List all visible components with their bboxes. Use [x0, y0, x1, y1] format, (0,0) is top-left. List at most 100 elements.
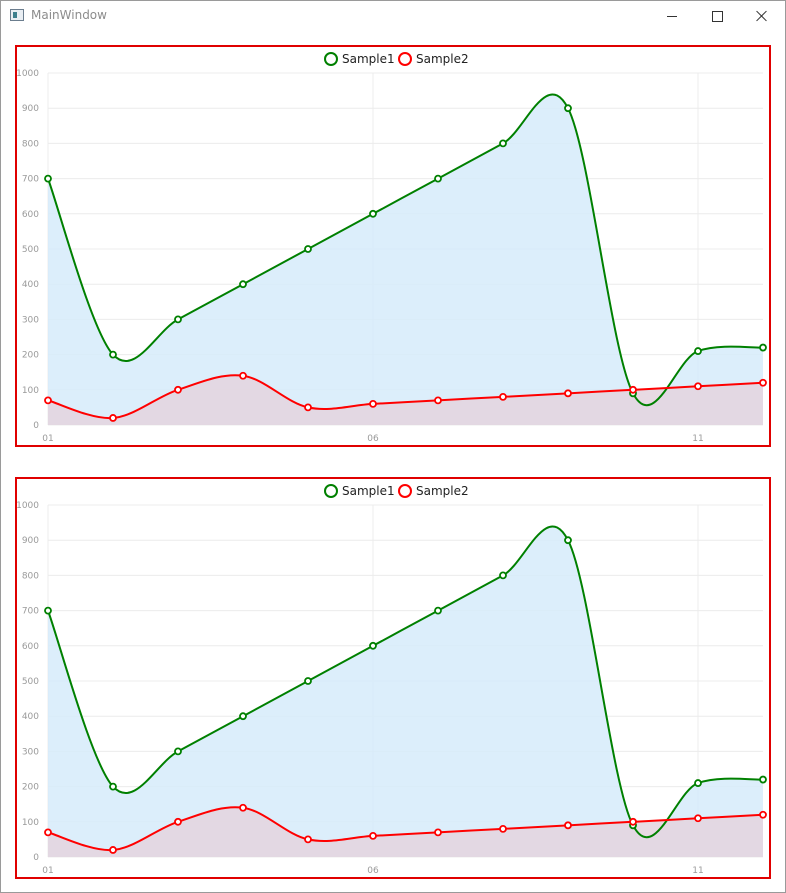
data-point-sample2 — [629, 817, 637, 826]
data-point-sample2 — [564, 821, 572, 830]
data-point-sample2 — [304, 403, 312, 412]
y-tick-label: 200 — [22, 351, 39, 361]
y-tick-label: 0 — [33, 421, 39, 431]
data-point-sample2 — [694, 382, 702, 391]
maximize-icon — [711, 10, 723, 22]
y-tick-label: 0 — [33, 853, 39, 863]
data-point-sample1 — [564, 104, 572, 113]
data-point-sample2 — [369, 831, 377, 840]
y-tick-label: 800 — [22, 571, 39, 581]
data-point-sample2 — [694, 814, 702, 823]
data-point-sample2 — [434, 396, 442, 405]
app-icon — [10, 9, 24, 21]
y-tick-label: 400 — [22, 280, 39, 290]
line-chart-bottom: 0 100 200 300 400 500 600 700 800 900 1000 01 06 11 Sa… — [17, 484, 767, 876]
data-point-sample1 — [174, 747, 182, 756]
data-point-sample1 — [759, 343, 767, 352]
y-tick-label: 400 — [22, 712, 39, 722]
data-point-sample2 — [759, 810, 767, 819]
legend-label-sample2: Sample2 — [416, 484, 469, 498]
minimize-button[interactable] — [649, 1, 695, 31]
data-point-sample2 — [44, 396, 52, 405]
x-tick-label: 01 — [42, 866, 53, 876]
data-point-sample1 — [239, 712, 247, 721]
data-point-sample1 — [174, 315, 182, 324]
data-point-sample2 — [629, 385, 637, 394]
line-chart-top: 0 100 200 300 400 500 600 700 800 900 1000 01 06 11 Sa… — [17, 52, 767, 444]
legend-marker-sample1 — [324, 484, 338, 498]
y-tick-label: 600 — [22, 642, 39, 652]
data-point-sample1 — [304, 245, 312, 253]
x-tick-label: 11 — [692, 434, 703, 444]
y-tick-label: 500 — [22, 677, 39, 687]
data-point-sample2 — [369, 399, 377, 408]
x-tick-label: 06 — [367, 866, 379, 876]
chart-panel-top: 0 100 200 300 400 500 600 700 800 900 1000 01 06 11 Sa… — [15, 45, 771, 447]
legend-marker-sample2 — [398, 484, 412, 498]
data-point-sample2 — [304, 835, 312, 844]
y-tick-label: 100 — [22, 818, 39, 828]
data-point-sample2 — [564, 389, 572, 398]
data-point-sample2 — [44, 828, 52, 837]
y-tick-label: 1000 — [17, 69, 39, 79]
data-point-sample1 — [434, 606, 442, 615]
data-point-sample1 — [369, 641, 377, 650]
data-point-sample1 — [304, 677, 312, 685]
y-tick-label: 500 — [22, 245, 39, 255]
series-area-sample2 — [48, 375, 763, 425]
legend-label-sample1: Sample1 — [342, 52, 395, 66]
legend: Sample1 Sample2 — [324, 52, 469, 66]
legend-marker-sample2 — [398, 52, 412, 66]
data-point-sample2 — [434, 828, 442, 837]
close-button[interactable] — [739, 1, 785, 31]
data-point-sample2 — [499, 392, 507, 401]
data-point-sample1 — [564, 536, 572, 545]
data-point-sample2 — [109, 846, 117, 854]
data-point-sample2 — [759, 378, 767, 387]
y-tick-label: 600 — [22, 210, 39, 220]
maximize-button[interactable] — [694, 1, 740, 31]
title-bar[interactable]: MainWindow — [1, 1, 785, 31]
y-tick-label: 1000 — [17, 501, 39, 511]
y-tick-label: 300 — [22, 315, 39, 325]
data-point-sample1 — [434, 174, 442, 183]
y-tick-label: 100 — [22, 386, 39, 396]
data-point-sample1 — [44, 606, 52, 615]
data-point-sample1 — [44, 174, 52, 183]
series-line-sample2 — [47, 374, 764, 419]
y-tick-label: 700 — [22, 607, 39, 617]
y-tick-label: 200 — [22, 783, 39, 793]
y-tick-label: 800 — [22, 139, 39, 149]
data-point-sample2 — [174, 817, 182, 826]
window-title: MainWindow — [31, 8, 107, 22]
y-tick-label: 300 — [22, 747, 39, 757]
series-area-sample2 — [48, 807, 763, 857]
y-tick-label: 900 — [22, 536, 39, 546]
data-point-sample1 — [499, 139, 507, 148]
data-point-sample1 — [694, 347, 702, 355]
data-point-sample1 — [369, 209, 377, 218]
series-line-sample2 — [47, 806, 764, 851]
close-icon — [756, 10, 768, 22]
data-point-sample2 — [499, 824, 507, 833]
legend-marker-sample1 — [324, 52, 338, 66]
data-point-sample2 — [239, 803, 247, 812]
data-point-sample1 — [759, 775, 767, 784]
data-point-sample1 — [694, 779, 702, 787]
legend: Sample1 Sample2 — [324, 484, 469, 498]
minimize-icon — [667, 15, 677, 17]
series-area-sample1 — [48, 526, 763, 857]
x-tick-label: 01 — [42, 434, 53, 444]
legend-label-sample1: Sample1 — [342, 484, 395, 498]
data-point-sample1 — [239, 280, 247, 289]
data-point-sample2 — [174, 385, 182, 394]
series-area-sample1 — [48, 94, 763, 425]
data-point-sample1 — [109, 782, 117, 791]
chart-panel-bottom: 0 100 200 300 400 500 600 700 800 900 1000 01 06 11 Sa… — [15, 477, 771, 879]
y-tick-label: 900 — [22, 104, 39, 114]
y-tick-label: 700 — [22, 175, 39, 185]
data-point-sample1 — [499, 571, 507, 580]
x-tick-label: 06 — [367, 434, 379, 444]
legend-label-sample2: Sample2 — [416, 52, 469, 66]
data-point-sample1 — [109, 350, 117, 359]
